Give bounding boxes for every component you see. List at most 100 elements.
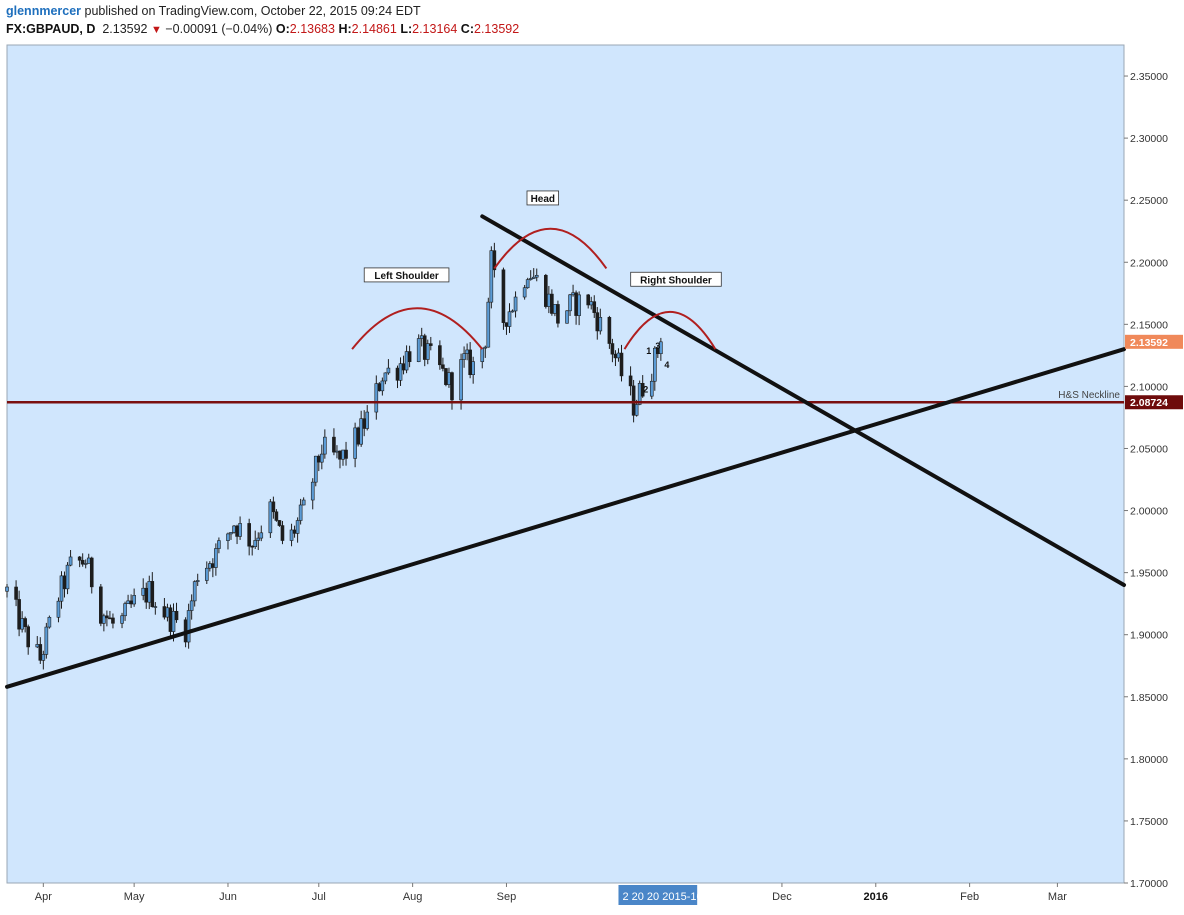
candle[interactable] [211, 563, 215, 568]
candle[interactable] [102, 615, 106, 624]
candle[interactable] [628, 375, 633, 387]
candle[interactable] [20, 618, 24, 630]
price-axis[interactable] [1124, 45, 1184, 883]
candle[interactable] [589, 301, 594, 306]
candle[interactable] [162, 606, 167, 618]
head-arc[interactable] [493, 227, 608, 270]
candle[interactable] [571, 292, 575, 296]
candle[interactable] [338, 450, 342, 460]
candle[interactable] [274, 511, 279, 521]
candle[interactable] [65, 564, 70, 590]
candle[interactable] [362, 418, 366, 429]
candle[interactable] [468, 349, 472, 375]
candle[interactable] [83, 563, 88, 565]
candle[interactable] [323, 436, 327, 455]
candle[interactable] [574, 292, 578, 316]
candle[interactable] [280, 525, 285, 541]
candle[interactable] [41, 654, 46, 661]
candle[interactable] [292, 529, 297, 534]
candle[interactable] [568, 294, 572, 312]
candle[interactable] [310, 481, 315, 501]
candle[interactable] [419, 335, 424, 339]
price-chart[interactable]: H&S Neckline Left Shoulder Head Right Shoul… [0, 44, 1184, 915]
candle[interactable] [150, 581, 155, 607]
candle[interactable] [132, 595, 136, 605]
candle[interactable] [386, 367, 391, 374]
right-shoulder-arc[interactable] [623, 311, 717, 350]
candle[interactable] [483, 346, 488, 349]
candle[interactable] [528, 278, 533, 280]
candle[interactable] [23, 618, 27, 627]
candle[interactable] [332, 436, 336, 453]
candle[interactable] [250, 545, 254, 548]
candle[interactable] [447, 372, 451, 385]
candle[interactable] [238, 523, 242, 537]
candle[interactable] [422, 335, 427, 360]
candle[interactable] [553, 304, 557, 314]
candle[interactable] [407, 351, 412, 362]
candle[interactable] [189, 600, 194, 611]
candle[interactable] [26, 626, 30, 648]
candle[interactable] [226, 533, 230, 541]
candle[interactable] [401, 363, 406, 371]
candle[interactable] [17, 599, 21, 630]
candle[interactable] [341, 449, 345, 460]
candle[interactable] [235, 525, 239, 537]
candle[interactable] [631, 385, 636, 416]
candle[interactable] [126, 600, 130, 604]
candle[interactable] [441, 364, 445, 369]
candle[interactable] [471, 361, 475, 375]
candle[interactable] [186, 610, 191, 643]
candle[interactable] [459, 359, 463, 401]
candle[interactable] [14, 586, 18, 600]
candle[interactable] [153, 606, 158, 608]
candle[interactable] [38, 644, 43, 661]
candle[interactable] [204, 567, 209, 581]
candle[interactable] [450, 372, 454, 401]
candle[interactable] [365, 411, 370, 429]
plot-area[interactable] [7, 45, 1124, 883]
candle[interactable] [259, 532, 264, 539]
candle[interactable] [504, 322, 509, 327]
candle[interactable] [247, 523, 251, 547]
candle[interactable] [129, 600, 133, 605]
candle[interactable] [195, 580, 200, 582]
candle[interactable] [444, 368, 448, 385]
candle[interactable] [534, 274, 539, 278]
candle[interactable] [144, 587, 149, 603]
candle[interactable] [377, 383, 382, 392]
candle[interactable] [610, 343, 615, 355]
candle[interactable] [395, 367, 400, 381]
candle[interactable] [550, 293, 554, 314]
candle[interactable] [298, 504, 303, 521]
candle[interactable] [544, 274, 548, 307]
candle[interactable] [316, 455, 321, 463]
candle[interactable] [486, 301, 491, 348]
candle[interactable] [68, 556, 73, 566]
annotation-box[interactable] [363, 267, 450, 283]
candle[interactable] [86, 557, 91, 564]
candle[interactable] [174, 611, 179, 621]
candle[interactable] [592, 301, 597, 313]
candle[interactable] [80, 559, 85, 565]
annotation-box[interactable] [526, 190, 559, 206]
time-axis[interactable] [7, 883, 1124, 915]
candle[interactable] [62, 575, 67, 590]
candle[interactable] [59, 575, 64, 602]
symbol-label[interactable]: FX:GBPAUD, D [6, 22, 96, 36]
candle[interactable] [465, 349, 469, 354]
candle[interactable] [607, 317, 612, 344]
candle[interactable] [320, 453, 324, 463]
candle[interactable] [105, 615, 109, 619]
candle[interactable] [489, 250, 494, 303]
candle[interactable] [501, 269, 506, 323]
candle[interactable] [356, 427, 360, 445]
candle[interactable] [428, 343, 433, 346]
candle[interactable] [398, 363, 403, 381]
candle[interactable] [547, 293, 551, 307]
candle[interactable] [217, 540, 221, 549]
candle[interactable] [253, 540, 258, 547]
candle[interactable] [438, 345, 442, 366]
left-shoulder-arc[interactable] [351, 307, 484, 350]
candle[interactable] [510, 310, 515, 313]
